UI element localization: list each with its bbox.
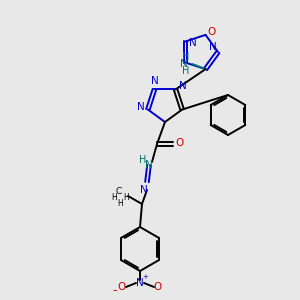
Text: O: O [118, 282, 126, 292]
Text: H: H [182, 52, 189, 62]
Text: O: O [207, 27, 216, 37]
Text: N: N [137, 102, 145, 112]
Text: N: N [136, 278, 144, 288]
Text: O: O [176, 138, 184, 148]
Text: H: H [182, 66, 189, 76]
Text: H: H [111, 193, 117, 202]
Text: N: N [189, 38, 196, 48]
Text: O: O [154, 282, 162, 292]
Text: N: N [145, 160, 153, 170]
Text: N: N [140, 185, 148, 195]
Text: N: N [180, 59, 188, 69]
Text: H: H [123, 193, 129, 202]
Text: C: C [116, 187, 122, 196]
Text: +: + [142, 274, 148, 280]
Text: H: H [139, 155, 147, 165]
Text: N: N [151, 76, 158, 86]
Text: -: - [113, 284, 117, 298]
Text: H: H [117, 200, 123, 208]
Text: N: N [209, 42, 217, 52]
Text: N: N [179, 81, 187, 92]
